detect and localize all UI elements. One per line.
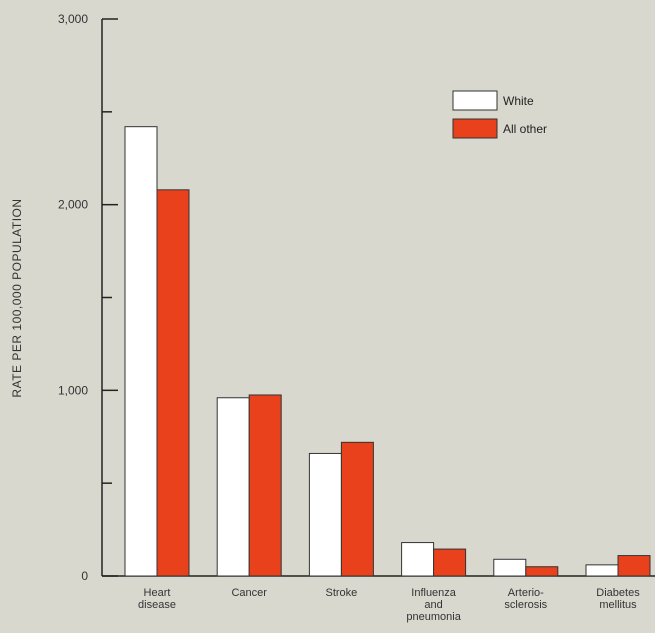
bar-all-other [340, 441, 374, 577]
y-axis-title: RATE PER 100,000 POPULATION [10, 198, 24, 397]
bar-all-other [433, 548, 467, 577]
bar-white [124, 126, 158, 577]
bar-all-other [617, 555, 651, 577]
bar-all-other [248, 394, 282, 577]
x-category-label: Arterio- [508, 587, 544, 599]
bar-white [585, 564, 619, 577]
bar-white [308, 452, 342, 577]
x-category-label: and [424, 599, 442, 611]
x-category-label: Influenza [411, 587, 457, 599]
legend-label: White [503, 94, 534, 108]
x-category-label: pneumonia [406, 611, 461, 623]
y-tick-label: 2,000 [58, 198, 88, 212]
legend-swatch [452, 90, 498, 111]
x-category-label: sclerosis [504, 599, 547, 611]
x-category-label: Cancer [231, 587, 267, 599]
y-tick-label: 3,000 [58, 12, 88, 26]
x-category-label: Stroke [326, 587, 358, 599]
bar-all-other [156, 189, 190, 577]
bar-all-other [525, 566, 559, 577]
x-category-label: mellitus [599, 599, 637, 611]
x-category-label: Diabetes [596, 587, 640, 599]
bar-white [216, 397, 250, 577]
y-tick-label: 0 [81, 569, 88, 583]
bar-white [401, 542, 435, 577]
legend-swatch [452, 118, 498, 139]
x-category-label: Heart [144, 587, 171, 599]
legend-label: All other [503, 122, 547, 136]
x-category-label: disease [138, 599, 176, 611]
y-tick-label: 1,000 [58, 383, 88, 397]
bar-white [493, 558, 527, 577]
